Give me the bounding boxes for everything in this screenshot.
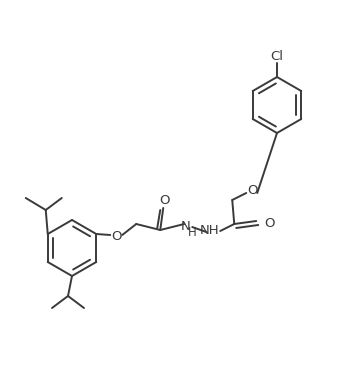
Text: O: O <box>111 230 121 243</box>
Text: NH: NH <box>199 223 219 236</box>
Text: O: O <box>159 194 169 207</box>
Text: O: O <box>247 184 257 197</box>
Text: Cl: Cl <box>270 49 283 62</box>
Text: H: H <box>188 226 197 239</box>
Text: N: N <box>180 220 190 233</box>
Text: O: O <box>264 217 275 230</box>
